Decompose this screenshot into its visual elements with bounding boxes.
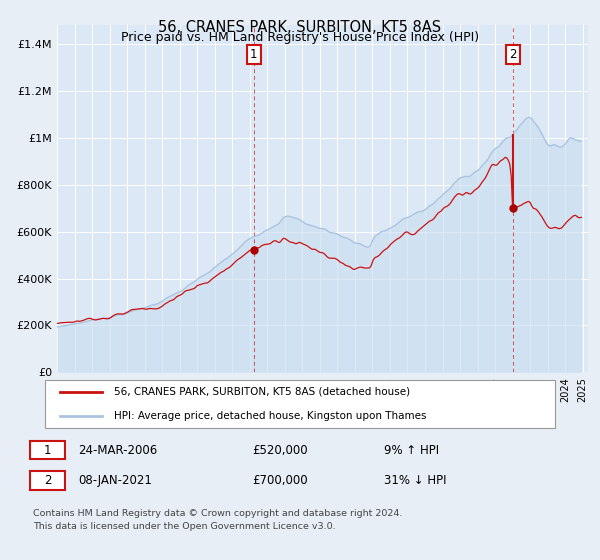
Text: HPI: Average price, detached house, Kingston upon Thames: HPI: Average price, detached house, King…	[114, 411, 427, 421]
FancyBboxPatch shape	[30, 441, 65, 459]
Text: 31% ↓ HPI: 31% ↓ HPI	[384, 474, 446, 487]
Text: Contains HM Land Registry data © Crown copyright and database right 2024.
This d: Contains HM Land Registry data © Crown c…	[33, 509, 403, 531]
Text: Price paid vs. HM Land Registry's House Price Index (HPI): Price paid vs. HM Land Registry's House …	[121, 31, 479, 44]
Text: 08-JAN-2021: 08-JAN-2021	[78, 474, 152, 487]
FancyBboxPatch shape	[45, 380, 555, 428]
Text: £700,000: £700,000	[252, 474, 308, 487]
Text: £520,000: £520,000	[252, 444, 308, 456]
Text: 9% ↑ HPI: 9% ↑ HPI	[384, 444, 439, 456]
FancyBboxPatch shape	[30, 472, 65, 490]
Text: 2: 2	[509, 48, 517, 61]
Text: 2: 2	[44, 474, 51, 487]
Text: 24-MAR-2006: 24-MAR-2006	[78, 444, 157, 456]
Text: 56, CRANES PARK, SURBITON, KT5 8AS (detached house): 56, CRANES PARK, SURBITON, KT5 8AS (deta…	[114, 387, 410, 397]
Text: 1: 1	[250, 48, 257, 61]
Text: 56, CRANES PARK, SURBITON, KT5 8AS: 56, CRANES PARK, SURBITON, KT5 8AS	[158, 20, 442, 35]
Text: 1: 1	[44, 444, 51, 456]
